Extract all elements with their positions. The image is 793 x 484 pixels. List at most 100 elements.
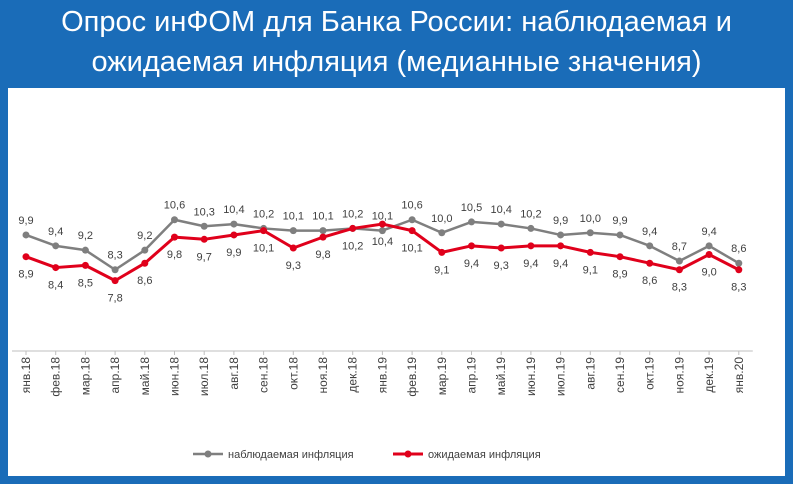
data-point [111, 266, 119, 274]
data-label: 7,8 [107, 293, 122, 305]
x-tick-label: сен.18 [257, 357, 271, 393]
data-point [319, 227, 327, 235]
data-point [289, 244, 297, 252]
data-point [260, 227, 268, 235]
data-point [408, 227, 416, 235]
data-point [438, 248, 446, 256]
data-label: 8,6 [137, 275, 152, 287]
data-point [438, 229, 446, 237]
x-tick-label: авг.19 [583, 357, 597, 390]
data-point [616, 253, 624, 261]
data-point [497, 220, 505, 228]
data-label: 9,9 [612, 215, 627, 227]
x-tick-label: июн.18 [168, 357, 182, 396]
x-tick-label: окт.19 [643, 357, 657, 390]
data-point [22, 231, 30, 239]
data-point [527, 224, 535, 232]
data-label: 8,3 [107, 250, 122, 262]
data-point [141, 246, 149, 254]
data-label: 10,2 [342, 240, 363, 252]
data-label: 10,2 [253, 208, 274, 220]
data-point [497, 244, 505, 252]
x-tick-label: янв.18 [19, 357, 33, 394]
legend-label: наблюдаемая инфляция [228, 449, 354, 461]
title-line-1: Опрос инФОМ для Банка России: наблюдаема… [61, 6, 732, 38]
data-point [378, 220, 386, 228]
x-tick-label: июн.19 [524, 357, 538, 396]
x-tick-label: апр.18 [108, 357, 122, 394]
data-point [111, 277, 119, 285]
data-label: 9,2 [78, 230, 93, 242]
data-label: 8,5 [78, 277, 93, 289]
data-label: 10,1 [401, 243, 422, 255]
data-label: 10,0 [580, 213, 601, 225]
data-point [349, 224, 357, 232]
data-point [557, 231, 565, 239]
data-point [171, 233, 178, 241]
data-point [586, 248, 594, 256]
data-label: 10,0 [431, 213, 452, 225]
data-label: 10,6 [164, 200, 185, 212]
x-tick-label: май.18 [138, 357, 152, 396]
x-tick-label: ноя.19 [672, 357, 686, 394]
x-tick-label: ноя.18 [316, 357, 330, 394]
x-tick-label: дек.18 [346, 357, 360, 393]
data-point [200, 235, 208, 243]
x-tick-label: мар.19 [435, 357, 449, 396]
x-tick-label: окт.18 [286, 357, 300, 390]
data-label: 9,4 [523, 258, 538, 270]
data-point [705, 242, 713, 250]
x-tick-label: сен.19 [613, 357, 627, 393]
line-chart: янв.18 фев.18 мар.18 апр.18 май.18 июн.18 июл.… [12, 200, 753, 461]
x-tick-label: янв.20 [732, 357, 746, 394]
data-label: 10,1 [283, 211, 304, 223]
data-point [52, 264, 60, 272]
data-label: 9,4 [48, 226, 63, 238]
data-point [735, 266, 743, 274]
data-label: 9,0 [701, 267, 716, 279]
x-tick-label: май.19 [494, 357, 508, 396]
data-point [616, 231, 624, 239]
data-point [378, 227, 386, 235]
data-label: 9,4 [701, 226, 716, 238]
x-tick-label: фев.18 [49, 357, 63, 397]
data-point [171, 216, 178, 224]
data-label: 9,2 [137, 230, 152, 242]
data-label: 9,1 [583, 264, 598, 276]
data-label: 8,6 [731, 243, 746, 255]
data-point [468, 218, 475, 226]
legend-swatch-marker [404, 450, 412, 458]
data-point [289, 227, 297, 235]
x-tick-label: фев.19 [405, 357, 419, 397]
data-label: 10,5 [461, 202, 482, 214]
data-point [705, 251, 713, 259]
data-point [557, 242, 565, 250]
x-tick-label: мар.18 [78, 357, 92, 396]
data-point [319, 233, 327, 241]
data-label: 10,6 [401, 200, 422, 212]
data-label: 9,7 [197, 251, 212, 263]
data-label: 9,9 [18, 215, 33, 227]
data-label: 10,4 [372, 236, 393, 248]
data-label: 10,4 [490, 204, 511, 216]
data-label: 8,9 [612, 269, 627, 281]
data-point [675, 257, 683, 265]
data-point [52, 242, 60, 250]
data-label: 8,6 [642, 275, 657, 287]
data-point [675, 266, 683, 274]
x-tick-label: июл.19 [554, 357, 568, 396]
data-point [586, 229, 594, 237]
data-label: 9,9 [226, 247, 241, 259]
x-tick-label: янв.19 [375, 357, 389, 394]
data-label: 10,1 [372, 211, 393, 223]
data-label: 9,1 [434, 264, 449, 276]
x-tick-label: дек.19 [702, 357, 716, 393]
data-label: 9,8 [167, 249, 182, 261]
data-label: 9,4 [464, 258, 479, 270]
data-label: 10,2 [342, 208, 363, 220]
data-label: 8,7 [672, 241, 687, 253]
data-point [527, 242, 535, 250]
data-point [408, 216, 416, 224]
data-label: 8,4 [48, 280, 63, 292]
data-label: 9,4 [642, 226, 657, 238]
